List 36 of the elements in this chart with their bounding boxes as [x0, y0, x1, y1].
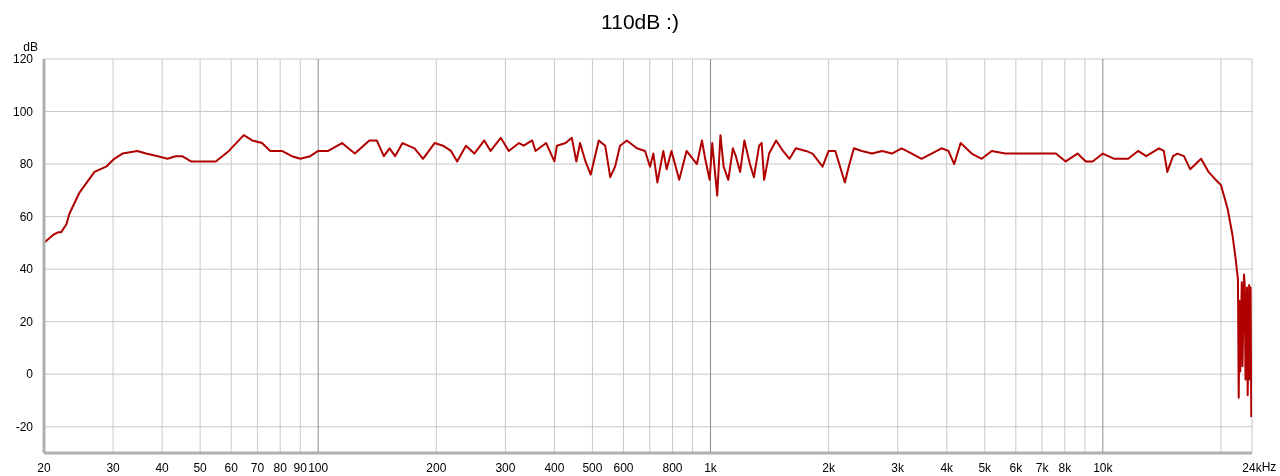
y-tick-label: 0	[26, 367, 34, 382]
chart-title: 110dB :)	[600, 9, 680, 35]
x-tick-label: 200	[426, 460, 447, 475]
x-tick-label: 24k	[1242, 460, 1263, 475]
x-tick-label: 50	[193, 460, 208, 475]
x-tick-label: 1k	[704, 460, 718, 475]
y-tick-label: -20	[15, 419, 34, 434]
x-tick-label: 10k	[1093, 460, 1114, 475]
x-tick-label: 80	[273, 460, 288, 475]
x-tick-label: 6k	[1009, 460, 1024, 475]
x-tick-label: 90	[293, 460, 308, 475]
x-tick-label: 7k	[1035, 460, 1050, 475]
x-tick-label: 2k	[822, 460, 836, 475]
y-tick-label: 40	[19, 262, 34, 277]
y-tick-label: 20	[19, 314, 34, 329]
x-tick-label: 100	[308, 460, 329, 475]
x-tick-label: 8k	[1058, 460, 1073, 475]
x-tick-label: 600	[613, 460, 634, 475]
x-tick-label: 70	[250, 460, 265, 475]
x-tick-label: 20	[37, 460, 51, 475]
x-tick-label: 60	[224, 460, 239, 475]
x-tick-label: 40	[155, 460, 170, 475]
y-tick-label: 120	[12, 52, 34, 67]
x-tick-label: 30	[106, 460, 121, 475]
y-tick-label: 100	[12, 104, 34, 119]
x-tick-label: 500	[582, 460, 603, 475]
x-axis-title: Hz	[1261, 460, 1277, 474]
x-tick-label: 400	[544, 460, 565, 475]
x-tick-label: 3k	[891, 460, 906, 475]
y-tick-label: 60	[19, 209, 34, 224]
y-axis-title: dB	[22, 40, 38, 54]
x-tick-label: 4k	[940, 460, 955, 475]
x-tick-label: 800	[662, 460, 683, 475]
x-tick-label: 5k	[978, 460, 993, 475]
x-tick-label: 300	[495, 460, 516, 475]
y-tick-label: 80	[19, 157, 34, 172]
